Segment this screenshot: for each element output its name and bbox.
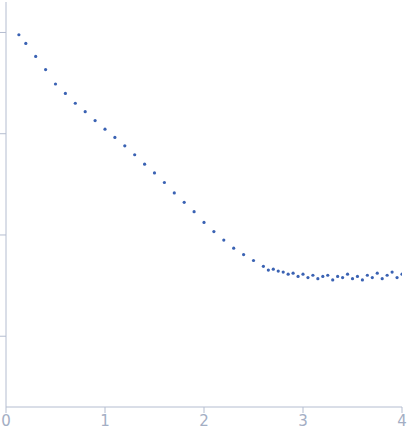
svg-text:3: 3 (298, 412, 308, 430)
svg-text:2: 2 (199, 412, 209, 430)
svg-text:0: 0 (8, 412, 11, 430)
svg-text:4: 4 (397, 412, 400, 430)
svg-text:1: 1 (100, 412, 110, 430)
